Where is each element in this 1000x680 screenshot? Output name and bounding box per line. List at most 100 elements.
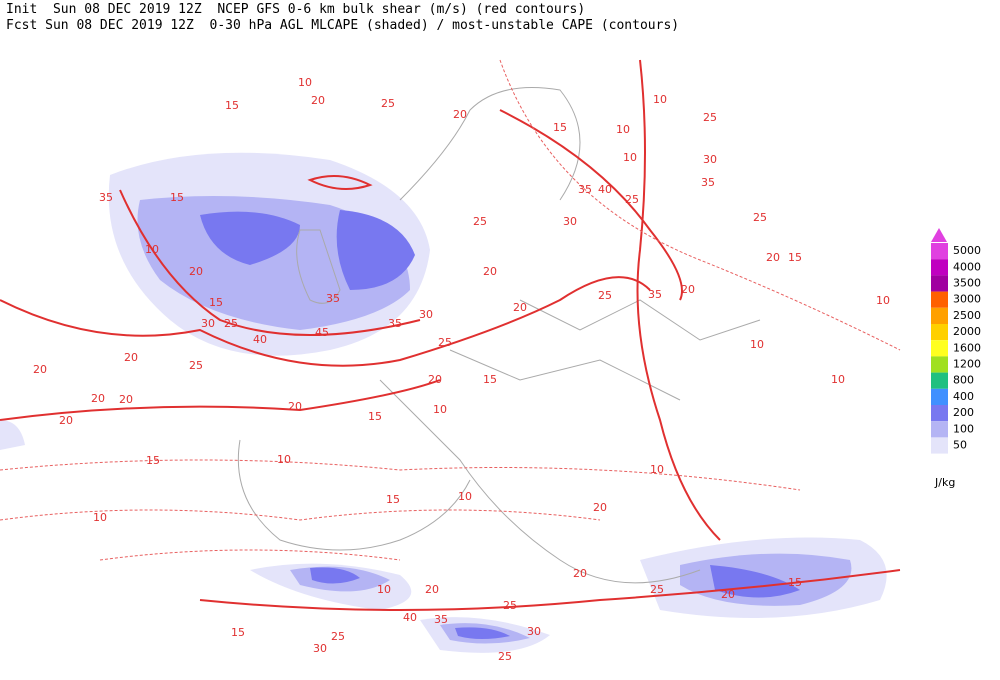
contour-label: 15	[368, 410, 382, 423]
contour-label: 20	[311, 94, 325, 107]
contour-label: 20	[124, 351, 138, 364]
contour-label: 15	[146, 454, 160, 467]
contour-label: 15	[553, 121, 567, 134]
contour-label: 25	[331, 630, 345, 643]
colorbar-box	[931, 275, 948, 292]
colorbar-box	[931, 340, 948, 357]
contour-label: 15	[170, 191, 184, 204]
contour-label: 35	[434, 613, 448, 626]
contour-label: 35	[701, 176, 715, 189]
contour-label: 25	[753, 211, 767, 224]
contour-label: 15	[231, 626, 245, 639]
contour-label: 15	[386, 493, 400, 506]
contour-label: 25	[503, 599, 517, 612]
contour-label: 20	[681, 283, 695, 296]
map-area: 10 15 20 25 20 15 10 10 25 30 35 25 10 35 40 25 30 25 20 25…	[0, 59, 901, 663]
contour-label: 25	[224, 317, 238, 330]
colorbar-label: 4000	[953, 260, 981, 273]
contour-label: 25	[598, 289, 612, 302]
colorbar-label: 400	[953, 390, 974, 403]
colorbar-box	[931, 405, 948, 422]
colorbar-label: 100	[953, 422, 974, 435]
contour-labels: 10 15 20 25 20 15 10 10 25 30 35 25 10 35 40 25 30 25 20 25…	[33, 76, 890, 663]
colorbar-box	[931, 259, 948, 276]
colorbar-box	[931, 243, 948, 260]
colorbar-label: 1200	[953, 358, 981, 371]
contour-label: 10	[623, 151, 637, 164]
colorbar-box	[931, 437, 948, 454]
colorbar-label: 200	[953, 406, 974, 419]
colorbar-label: 5000	[953, 244, 981, 257]
colorbar-box	[931, 291, 948, 308]
contour-label: 15	[788, 251, 802, 264]
contour-label: 40	[253, 333, 267, 346]
contour-label: 25	[625, 193, 639, 206]
contour-label: 25	[473, 215, 487, 228]
contour-label: 25	[498, 650, 512, 663]
contour-label: 25	[381, 97, 395, 110]
contour-label: 10	[145, 243, 159, 256]
contour-label: 30	[563, 215, 577, 228]
contour-label: 10	[750, 338, 764, 351]
contour-label: 10	[93, 511, 107, 524]
colorbar-label: 3000	[953, 293, 981, 306]
colorbar-box	[931, 421, 948, 438]
contour-label: 35	[648, 288, 662, 301]
contour-label: 35	[326, 292, 340, 305]
contour-label: 15	[788, 576, 802, 589]
contour-label: 25	[189, 359, 203, 372]
contour-label: 10	[653, 93, 667, 106]
colorbar: 5000 4000 3500 3000 2500 2000 1600 1200 800 400 20…	[931, 228, 981, 454]
contour-label: 10	[831, 373, 845, 386]
contour-label: 40	[598, 183, 612, 196]
contour-label: 20	[119, 393, 133, 406]
contour-label: 10	[433, 403, 447, 416]
contour-label: 15	[483, 373, 497, 386]
contour-label: 20	[428, 373, 442, 386]
contour-label: 40	[403, 611, 417, 624]
contour-label: 20	[189, 265, 203, 278]
contour-label: 10	[616, 123, 630, 136]
colorbar-label: 2000	[953, 325, 981, 338]
header-line: Init Sun 08 DEC 2019 12Z NCEP GFS 0-6 km…	[6, 2, 585, 17]
contour-label: 25	[650, 583, 664, 596]
colorbar-label: 3500	[953, 277, 981, 290]
contour-label: 20	[453, 108, 467, 121]
contour-label: 35	[388, 317, 402, 330]
contour-label: 35	[99, 191, 113, 204]
header-line: Fcst Sun 08 DEC 2019 12Z 0-30 hPa AGL ML…	[6, 18, 679, 33]
colorbar-label: 1600	[953, 341, 981, 354]
colorbar-box	[931, 372, 948, 389]
colorbar-box	[931, 356, 948, 373]
colorbar-box	[931, 324, 948, 341]
contour-label: 10	[298, 76, 312, 89]
contour-label: 20	[593, 501, 607, 514]
colorbar-label: 800	[953, 374, 974, 387]
contour-label: 20	[425, 583, 439, 596]
contour-label: 30	[313, 642, 327, 655]
contour-label: 20	[766, 251, 780, 264]
colorbar-unit: J/kg	[934, 476, 955, 489]
contour-label: 25	[703, 111, 717, 124]
contour-label: 20	[91, 392, 105, 405]
contour-label: 10	[650, 463, 664, 476]
contour-label: 20	[573, 567, 587, 580]
colorbar-arrow	[931, 228, 947, 242]
contour-label: 20	[721, 588, 735, 601]
contour-label: 30	[703, 153, 717, 166]
shear-contours	[0, 59, 901, 611]
contour-label: 35	[578, 183, 592, 196]
colorbar-label: 50	[953, 439, 967, 452]
colorbar-box	[931, 307, 948, 324]
contour-label: 10	[876, 294, 890, 307]
contour-label: 15	[209, 296, 223, 309]
contour-label: 45	[315, 326, 329, 339]
colorbar-label: 2500	[953, 309, 981, 322]
contour-label: 30	[201, 317, 215, 330]
contour-label: 30	[419, 308, 433, 321]
cape-contours	[0, 59, 901, 561]
contour-label: 25	[438, 336, 452, 349]
contour-label: 20	[483, 265, 497, 278]
